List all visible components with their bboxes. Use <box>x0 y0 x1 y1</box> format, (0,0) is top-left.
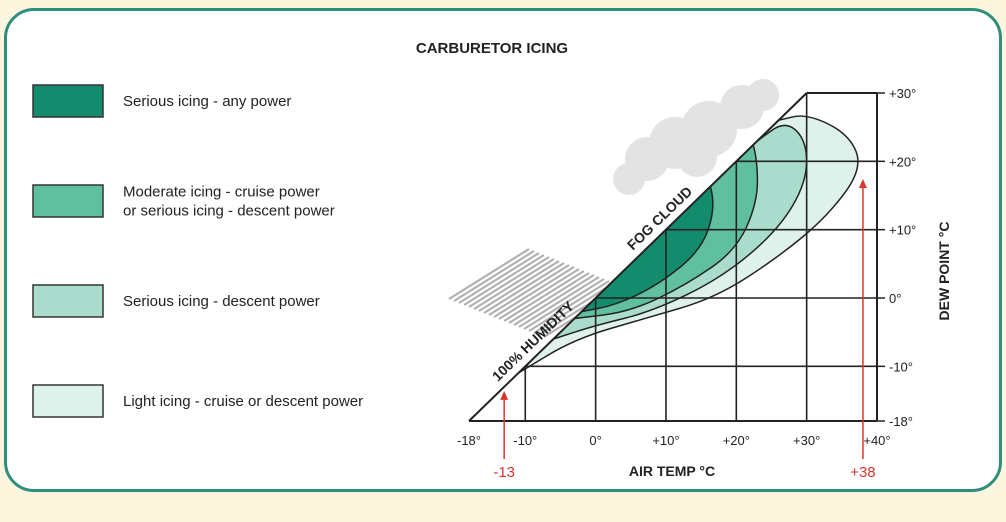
legend-swatch <box>32 184 104 218</box>
fog-cloud-puff <box>677 137 717 177</box>
hatch-line <box>468 256 550 308</box>
x-tick-label: +20° <box>723 433 750 448</box>
legend: Serious icing - any power Moderate icing … <box>32 84 363 418</box>
x-tick-label: -10° <box>513 433 537 448</box>
annotation-arrow-icon <box>500 390 509 400</box>
x-tick-label: +30° <box>793 433 820 448</box>
legend-label: Light icing - cruise or descent power <box>123 393 363 410</box>
saturation-line <box>468 92 808 422</box>
legend-label: Serious icing - any power <box>123 93 291 110</box>
x-tick-label: +10° <box>652 433 679 448</box>
hatch-line <box>463 254 545 306</box>
annotation-label: -13 <box>493 464 515 481</box>
hatch-line <box>488 264 570 316</box>
chart-card: CARBURETOR ICING Serious icing - any pow… <box>4 8 1002 492</box>
hatch-line <box>473 258 555 310</box>
hatch-line <box>508 272 590 324</box>
y-tick-label: +30° <box>889 86 916 101</box>
hatch-line <box>493 266 575 318</box>
hatch-line <box>518 276 600 328</box>
legend-label: Serious icing - descent power <box>123 293 320 310</box>
ticks <box>877 92 885 422</box>
hatch-line <box>498 268 580 320</box>
chart-title: CARBURETOR ICING <box>416 40 568 57</box>
x-tick-label: 0° <box>589 433 601 448</box>
fog-cloud-puff <box>613 163 645 195</box>
hatch-line <box>483 262 565 314</box>
carburetor-icing-chart: CARBURETOR ICING Serious icing - any pow… <box>32 40 952 481</box>
legend-swatch <box>32 84 104 118</box>
y-tick-label: -18° <box>889 414 913 429</box>
fog-cloud-icon <box>613 79 779 195</box>
y-tick-label: +20° <box>889 154 916 169</box>
annotation-arrow-icon <box>858 179 867 188</box>
hatch-line <box>513 274 595 326</box>
fog-cloud-puff <box>747 79 779 111</box>
icing-region <box>579 180 714 313</box>
plot-area: -18° -10° 0° +10° +20° +30° +40° -18° -10° 0° +10°… <box>448 79 916 481</box>
y-axis-label: DEW POINT °C <box>936 222 952 321</box>
legend-swatch <box>32 384 104 418</box>
hatch-line <box>523 278 605 330</box>
hatch-line <box>503 270 585 322</box>
hatch-line <box>533 282 615 334</box>
hatch-line <box>458 252 540 304</box>
x-axis-label: AIR TEMP °C <box>629 463 715 479</box>
hatch-line <box>453 250 535 302</box>
hatch-line <box>448 248 530 300</box>
legend-swatch <box>32 284 104 318</box>
y-tick-label: 0° <box>889 291 901 306</box>
hatch-line <box>528 280 610 332</box>
legend-label: or serious icing - descent power <box>123 203 335 220</box>
x-tick-label: -18° <box>457 433 481 448</box>
legend-label: Moderate icing - cruise power <box>123 184 320 201</box>
hatch-line <box>478 260 560 312</box>
annotation-label: +38 <box>850 464 875 481</box>
y-tick-label: -10° <box>889 359 913 374</box>
x-tick-label: +40° <box>863 433 890 448</box>
y-tick-label: +10° <box>889 223 916 238</box>
